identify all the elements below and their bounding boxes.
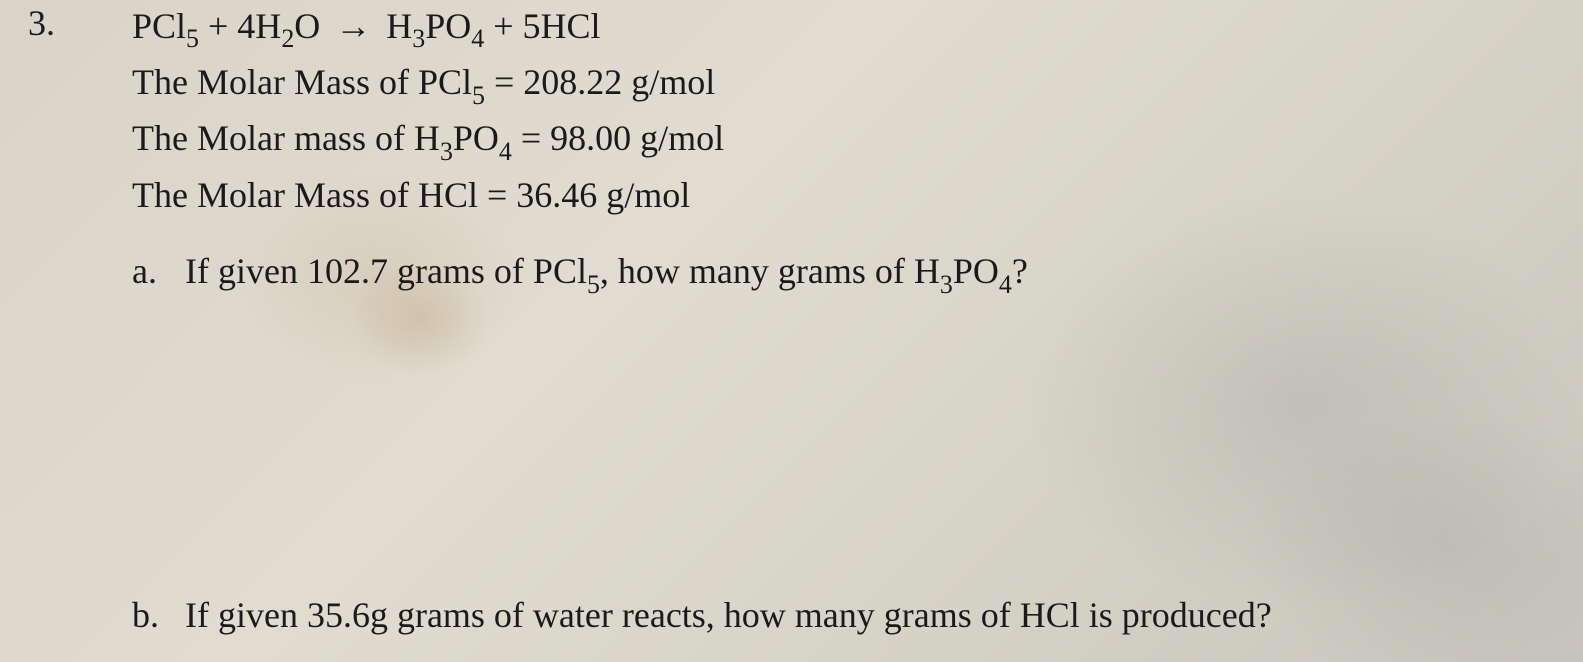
part-a-text-before: If given 102.7 grams of PCl [185, 251, 587, 291]
part-b-label: b. [132, 591, 176, 640]
equation-lhs-2-tail: O [294, 6, 320, 46]
chemical-equation: PCl5 + 4H2O → H3PO4 + 5HCl [132, 2, 1543, 56]
equation-rhs-1-mid: PO [425, 6, 471, 46]
molar-3-prefix: The Molar Mass of HCl = 36.46 g/mol [132, 175, 690, 215]
part-b-text: If given 35.6g grams of water reacts, ho… [185, 595, 1272, 635]
molar-1-prefix: The Molar Mass of PCl [132, 62, 472, 102]
part-a-sub2: 3 [940, 270, 953, 299]
equation-plus-2: + 5HCl [484, 6, 600, 46]
molar-2-mid: PO [453, 118, 499, 158]
molar-1-suffix: = 208.22 g/mol [485, 62, 715, 102]
part-a-sub1: 5 [587, 270, 600, 299]
part-a-text-mid: , how many grams of H [600, 251, 940, 291]
equation-lhs-1-sub: 5 [186, 24, 199, 53]
equation-lhs-2-sub: 2 [281, 24, 294, 53]
molar-2-prefix: The Molar mass of H [132, 118, 440, 158]
part-a-label: a. [132, 247, 176, 296]
molar-2-sub: 3 [440, 137, 453, 166]
problem-body: PCl5 + 4H2O → H3PO4 + 5HCl The Molar Mas… [132, 0, 1543, 640]
part-b: b. If given 35.6g grams of water reacts,… [132, 591, 1543, 640]
problem-number: 3. [28, 2, 55, 44]
molar-1-sub: 5 [472, 81, 485, 110]
equation-plus-1: + 4H [199, 6, 281, 46]
molar-2-sub2: 4 [499, 137, 512, 166]
part-a-sub3: 4 [999, 270, 1012, 299]
molar-mass-line-2: The Molar mass of H3PO4 = 98.00 g/mol [132, 114, 1543, 168]
reaction-arrow: → [335, 2, 371, 51]
molar-2-suffix: = 98.00 g/mol [512, 118, 724, 158]
part-a-text-mid2: PO [953, 251, 999, 291]
equation-rhs-1-sub: 3 [412, 24, 425, 53]
molar-mass-line-1: The Molar Mass of PCl5 = 208.22 g/mol [132, 58, 1543, 112]
molar-mass-line-3: The Molar Mass of HCl = 36.46 g/mol [132, 171, 1543, 220]
part-a: a. If given 102.7 grams of PCl5, how man… [132, 247, 1543, 301]
part-a-text-after: ? [1012, 251, 1028, 291]
equation-rhs-1-sub2: 4 [471, 24, 484, 53]
equation-rhs-1: H [386, 6, 412, 46]
equation-lhs-1: PCl [132, 6, 186, 46]
problem-content: 3. PCl5 + 4H2O → H3PO4 + 5HCl The Molar … [0, 0, 1583, 640]
